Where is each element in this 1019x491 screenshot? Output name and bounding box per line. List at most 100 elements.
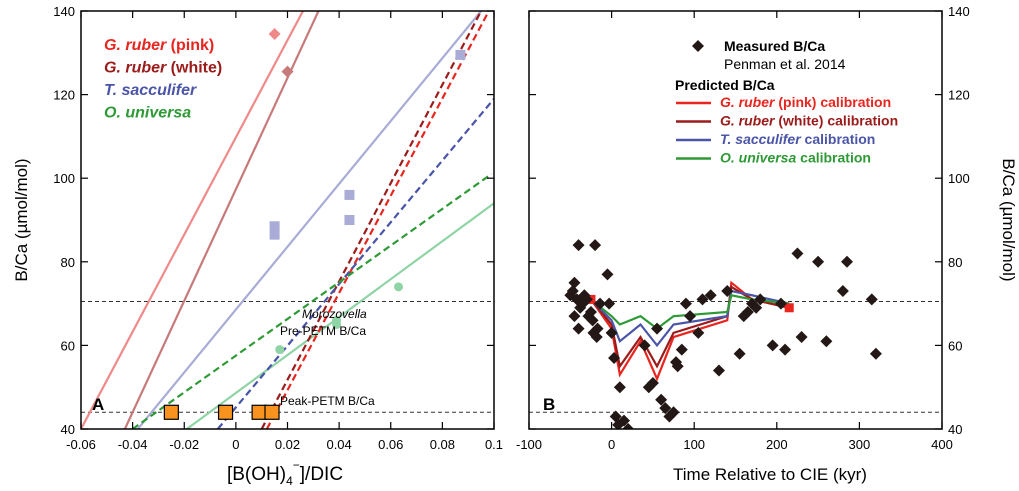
panel-b-legend: Measured B/Ca Penman et al. 2014 Predicted… [675, 38, 898, 166]
panel-a-ticks: -0.06 -0.04 -0.02 0 0.02 0.04 0.06 0.08 0.1 40 60 8… [53, 4, 503, 452]
x-tick-label: 0.04 [326, 437, 351, 452]
panel-a-ylabel: B/Ca (µmol/mol) [12, 158, 31, 281]
calibration-line-g-ruber-white [123, 11, 320, 429]
panel-b-ylabel: B/Ca (µmol/mol) [999, 158, 1018, 281]
legend-variant: (white) [774, 113, 823, 129]
panel-b-frame [528, 10, 943, 430]
measured-point [667, 406, 680, 419]
calibration-line-o-universa [186, 202, 494, 429]
legend-species: G. ruber [720, 113, 776, 129]
x-tick-label: 0.08 [430, 437, 455, 452]
measured-point [733, 347, 746, 360]
measured-point [590, 331, 603, 344]
xlabel-end: ]/DIC [300, 464, 343, 485]
x-tick-label: 0.1 [485, 437, 503, 452]
measured-point [608, 351, 621, 364]
panel-b-label: B [543, 395, 555, 414]
x-tick-label: -100 [516, 437, 542, 452]
morozovella-label: Morozovella [302, 307, 367, 321]
measured-point [617, 414, 630, 427]
legend-species: O. universa [104, 105, 191, 122]
predicted-line-o-universa [590, 293, 790, 331]
measured-point [679, 297, 692, 310]
measured-point [820, 335, 833, 348]
x-tick-label: 0.06 [378, 437, 403, 452]
measured-point [589, 239, 602, 252]
panel-b-lines [529, 280, 942, 413]
point-t-sacculifer [455, 49, 466, 60]
measured-point [646, 377, 659, 390]
point-peak-petm [163, 404, 179, 420]
point-t-sacculifer [269, 221, 280, 232]
legend-calibration-word: calibration [801, 131, 876, 147]
panel-a: -0.06 -0.04 -0.02 0 0.02 0.04 0.06 0.08 0.1 40 60 8… [12, 4, 503, 488]
y-tick-label: 60 [61, 338, 75, 353]
measured-point [613, 381, 626, 394]
measured-point [586, 314, 599, 327]
legend-calibration-word: calibration [816, 94, 891, 110]
legend-calibration-word: calibration [796, 150, 871, 166]
point-o-universa [275, 345, 285, 355]
prediction-line-g-ruber-white [260, 11, 483, 429]
pre-petm-label: Pre-PETM B/Ca [280, 324, 366, 338]
point-t-sacculifer [269, 229, 280, 240]
panel-a-legend: G. ruber (pink) G. ruber (white) T. saccul… [104, 37, 222, 122]
y-tick-label-right: 120 [948, 88, 970, 103]
measured-point [675, 343, 688, 356]
measured-point [671, 360, 684, 373]
prediction-line-o-universa [131, 173, 493, 429]
point-peak-petm [251, 404, 267, 420]
measured-point [591, 322, 604, 335]
measured-point [572, 239, 585, 252]
legend-variant: (pink) [774, 94, 816, 110]
legend-species: G. ruber [104, 37, 167, 54]
x-tick-label: 0.02 [275, 437, 300, 452]
measured-point [605, 326, 618, 339]
legend-measured-marker [692, 40, 704, 52]
measured-point [584, 305, 597, 318]
measured-point [692, 326, 705, 339]
measured-point [568, 310, 581, 323]
calibration-line-g-ruber-pink [81, 11, 304, 429]
measured-point [836, 285, 849, 298]
legend-calibration-g-ruber-white: G. ruber (white) calibration [720, 113, 898, 129]
prediction-line-g-ruber-pink [265, 11, 490, 429]
y-tick-label-right: 80 [948, 255, 962, 270]
y-tick-label-right: 100 [948, 171, 970, 186]
panel-b-points [564, 239, 882, 429]
measured-point [741, 305, 754, 318]
measured-point [572, 322, 585, 335]
point-t-sacculifer [344, 189, 355, 200]
measured-point [684, 310, 697, 323]
peak-petm-label: Peak-PETM B/Ca [280, 394, 375, 408]
x-tick-label: 100 [683, 437, 705, 452]
measured-point [651, 322, 664, 335]
legend-species: T. sacculifer [104, 82, 197, 99]
x-tick-label: -0.04 [118, 437, 148, 452]
y-tick-label-right: 140 [948, 4, 970, 19]
legend-source-label: Penman et al. 2014 [724, 56, 846, 72]
measured-point [566, 285, 579, 298]
measured-point [754, 293, 767, 306]
y-tick-label: 40 [61, 422, 75, 437]
legend-species: T. sacculifer [720, 131, 802, 147]
measured-point [766, 339, 779, 352]
measured-point [795, 331, 808, 344]
measured-point [659, 402, 672, 415]
panel-a-lines [81, 11, 494, 429]
legend-species: G. ruber [720, 94, 776, 110]
measured-point [580, 293, 593, 306]
legend-predicted-heading: Predicted B/Ca [675, 77, 775, 93]
legend-entry-g-ruber-white: G. ruber (white) [104, 60, 222, 77]
measured-point [869, 347, 882, 360]
legend-entry-g-ruber-pink: G. ruber (pink) [104, 37, 214, 54]
legend-species: G. ruber [104, 60, 167, 77]
legend-entry-t-sacculifer: T. sacculifer [104, 82, 197, 99]
measured-point [704, 289, 717, 302]
legend-calibration-o-universa: O. universa calibration [720, 150, 871, 166]
measured-point [594, 297, 607, 310]
measured-point [603, 297, 616, 310]
predicted-line-g-ruber-pink [590, 280, 790, 382]
